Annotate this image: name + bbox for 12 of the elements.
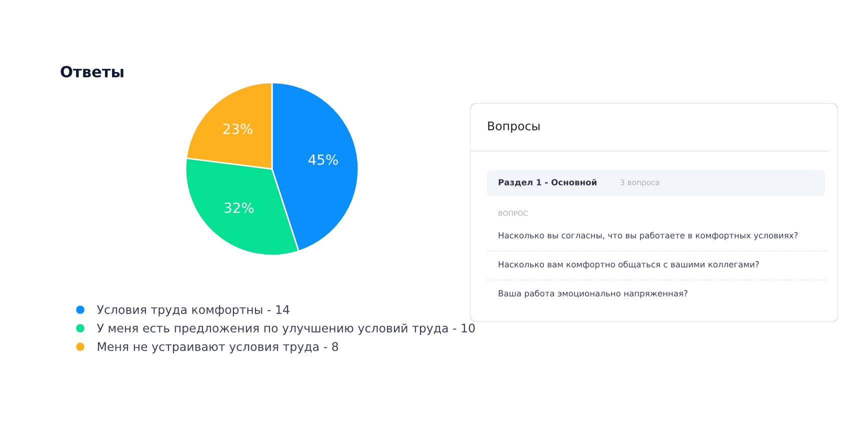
text: Насколько вы согласны, что вы работаете в комфортных условиях?: [498, 232, 798, 240]
legend-label: Меня не устраивают условия труда - 8: [98, 342, 338, 354]
text: Насколько вам комфортно общаться с вашими коллегами?: [498, 260, 759, 270]
data-label: 32%: [224, 202, 254, 213]
data-label: 23%: [223, 124, 252, 134]
text: Раздел 1 - Основной: [498, 178, 596, 186]
chart-title: Ответы: [60, 66, 124, 78]
legend-label: У меня есть предложения по улучшению условий труда - 10: [96, 323, 475, 335]
legend-label: Условия труда комфортны - 14: [96, 305, 290, 316]
data-label: 45%: [308, 154, 338, 165]
text: Вопросы: [488, 122, 540, 133]
text: Ваша работа эмоционально напряженная?: [498, 290, 688, 298]
